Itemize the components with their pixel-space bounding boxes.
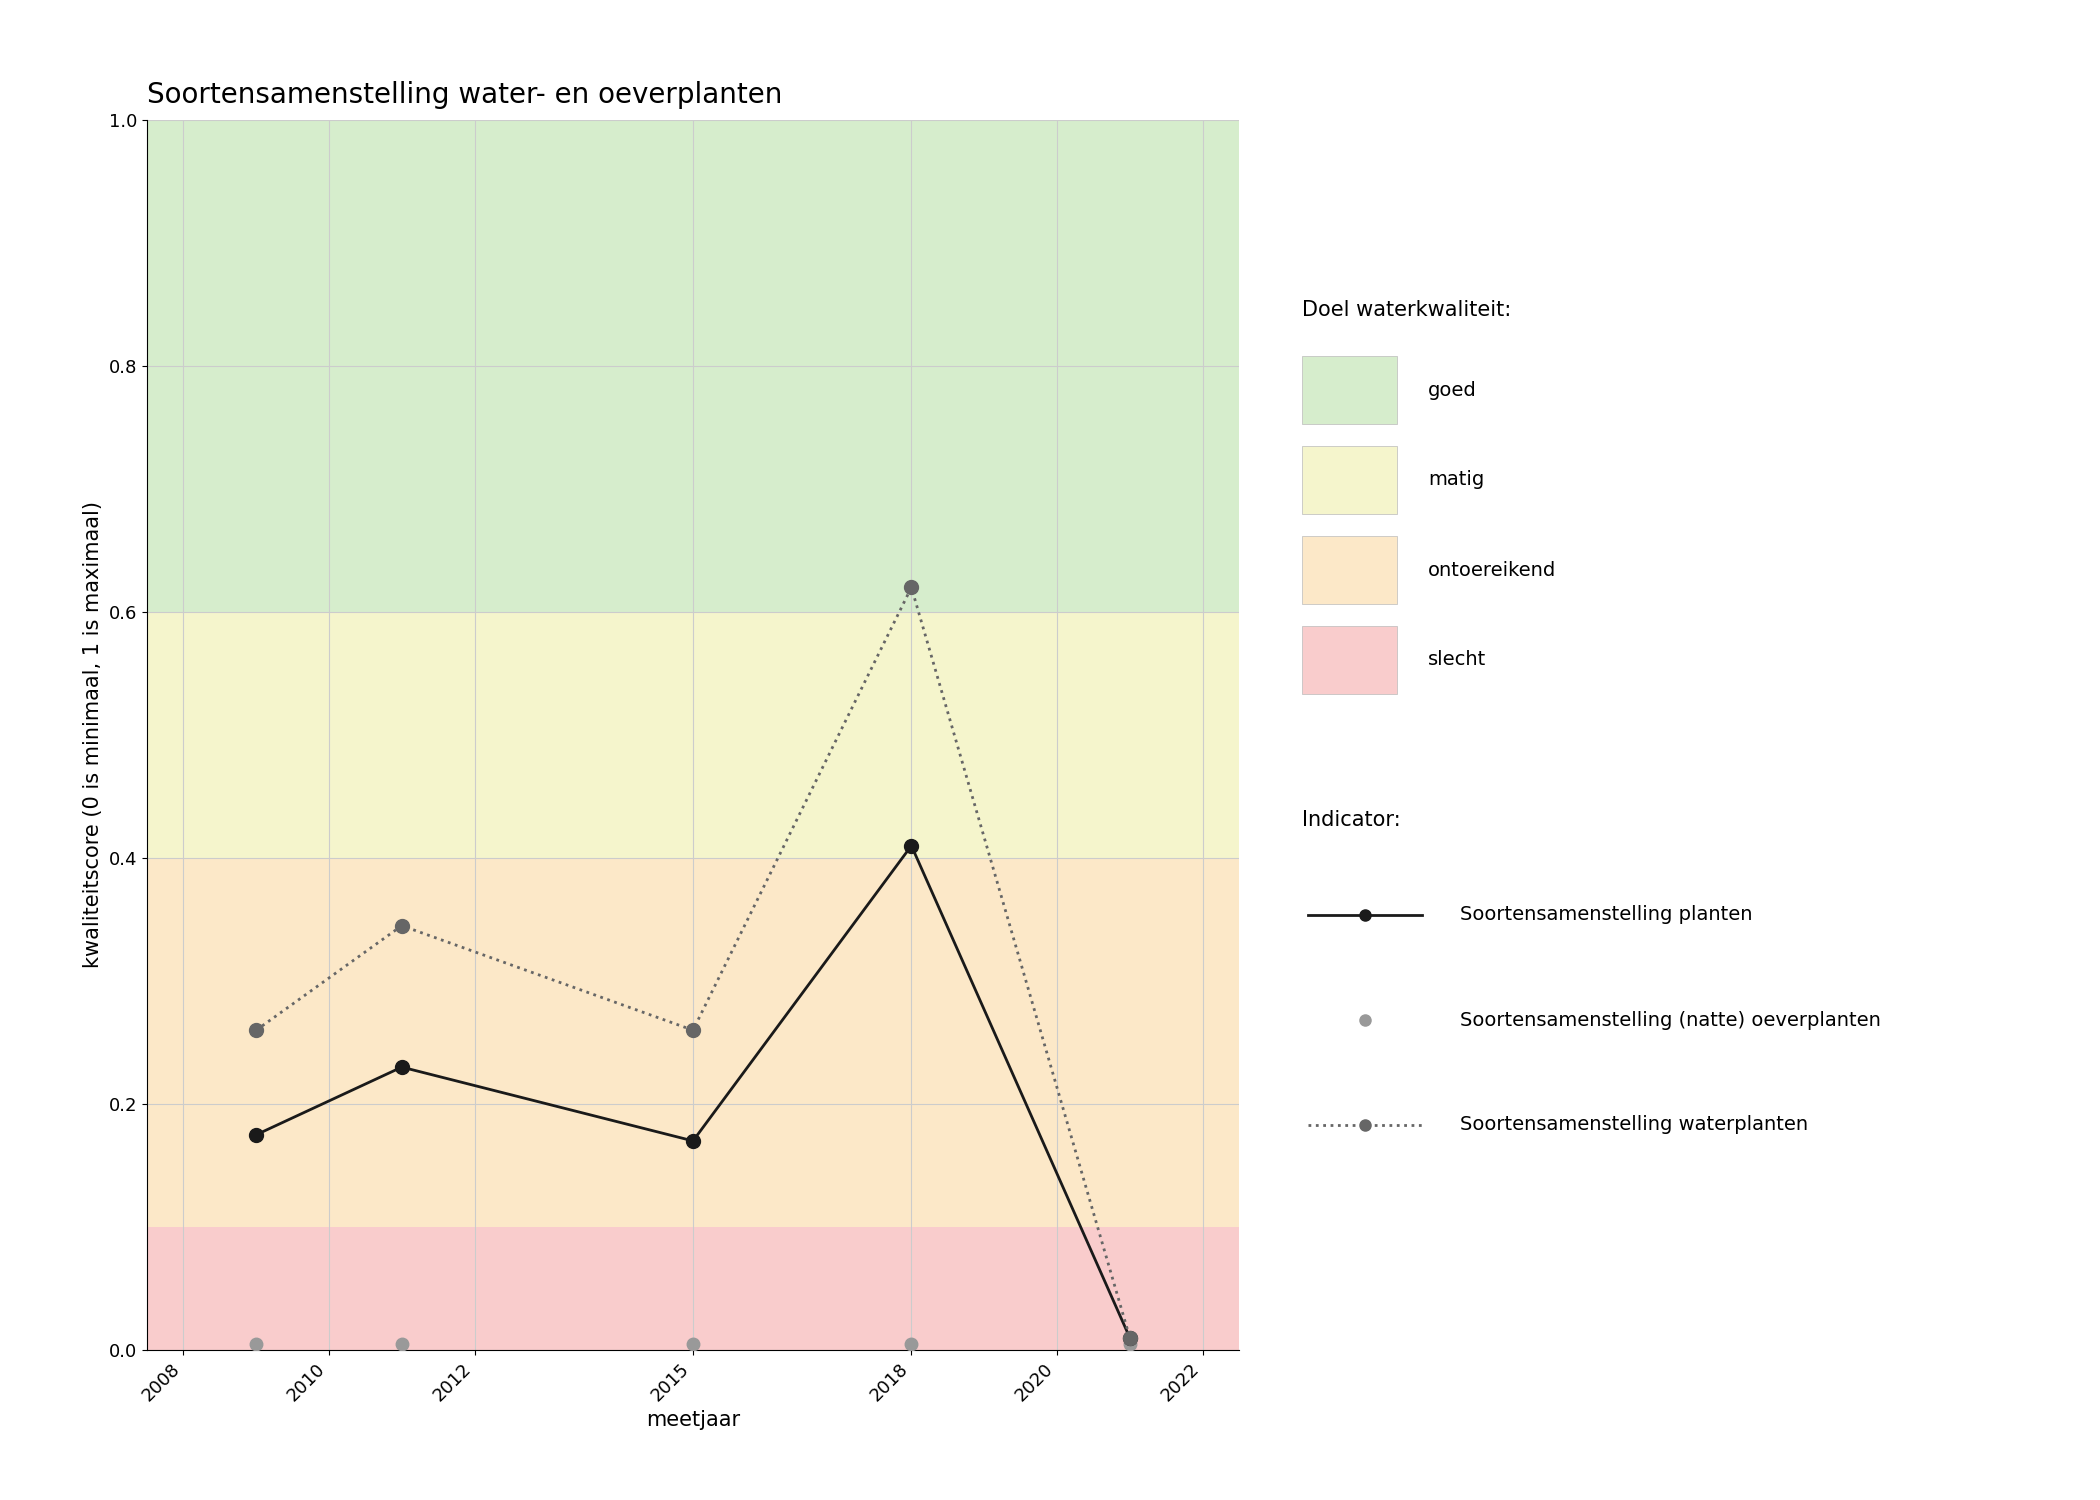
Y-axis label: kwaliteitscore (0 is minimaal, 1 is maximaal): kwaliteitscore (0 is minimaal, 1 is maxi… [84, 501, 103, 969]
Text: Soortensamenstelling planten: Soortensamenstelling planten [1460, 906, 1751, 924]
Bar [147, 120, 1239, 612]
Bar [147, 612, 1239, 858]
Text: slecht: slecht [1428, 651, 1487, 669]
Text: goed: goed [1428, 381, 1476, 399]
Text: Soortensamenstelling water- en oeverplanten: Soortensamenstelling water- en oeverplan… [147, 81, 783, 110]
Text: Indicator:: Indicator: [1302, 810, 1401, 830]
Text: Soortensamenstelling waterplanten: Soortensamenstelling waterplanten [1460, 1116, 1808, 1134]
Bar [147, 1227, 1239, 1350]
Bar [147, 858, 1239, 1227]
Text: ontoereikend: ontoereikend [1428, 561, 1556, 579]
X-axis label: meetjaar: meetjaar [647, 1410, 739, 1431]
Text: Doel waterkwaliteit:: Doel waterkwaliteit: [1302, 300, 1512, 320]
Text: Soortensamenstelling (natte) oeverplanten: Soortensamenstelling (natte) oeverplante… [1460, 1011, 1880, 1029]
Text: matig: matig [1428, 471, 1485, 489]
